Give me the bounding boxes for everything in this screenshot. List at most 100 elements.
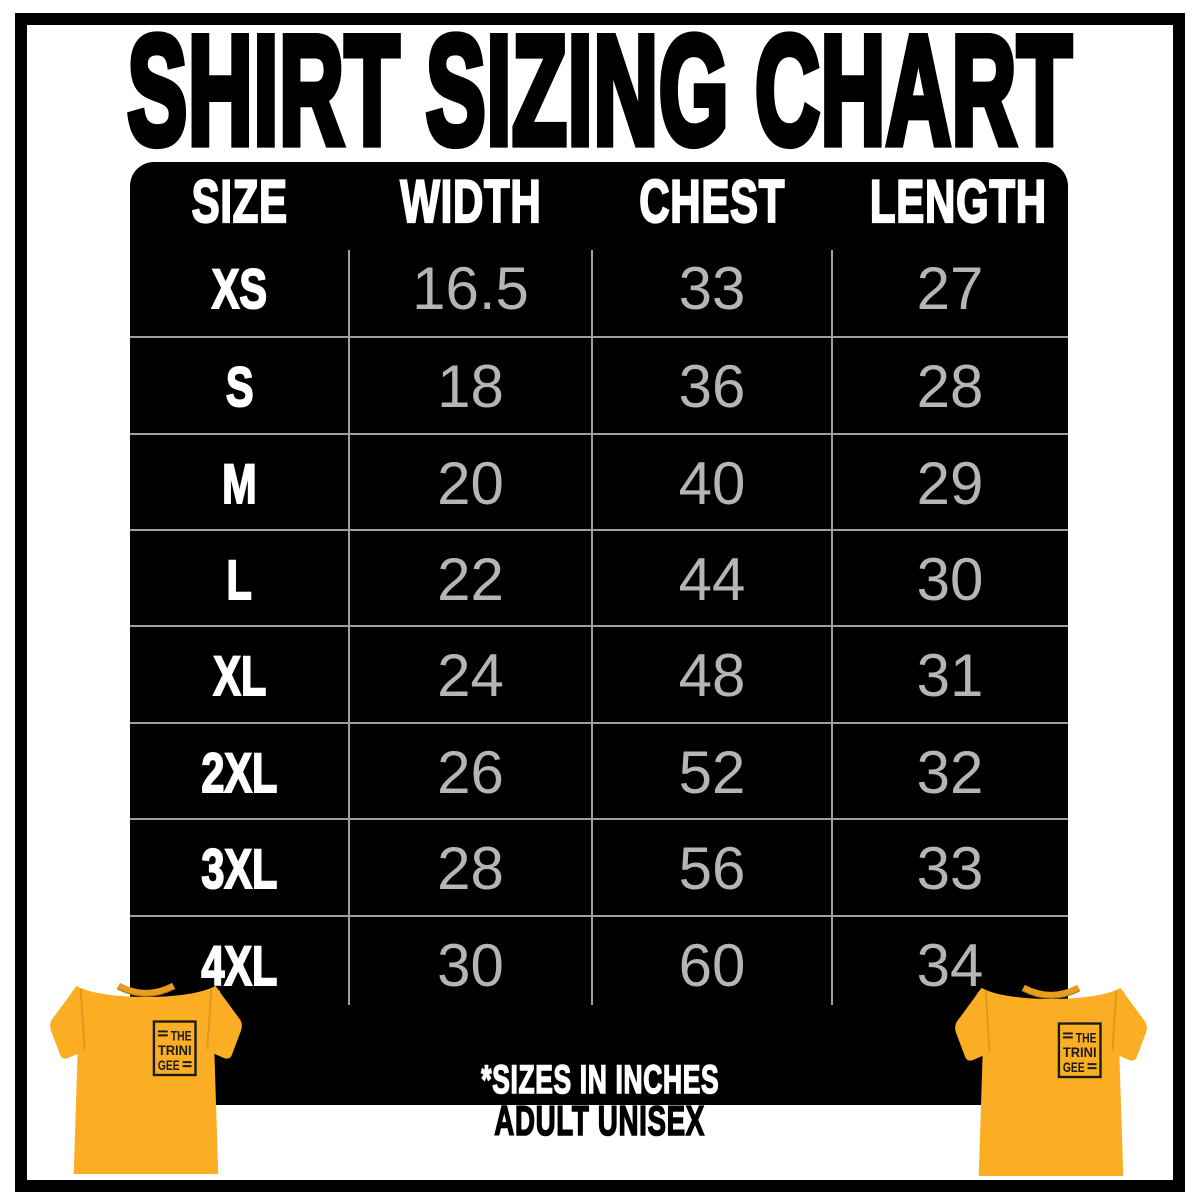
cell-width: 16.5: [349, 254, 592, 323]
width-value: 22: [437, 545, 504, 613]
logo-box: [1057, 1022, 1102, 1079]
width-value: 30: [437, 932, 504, 999]
length-value: 27: [916, 254, 984, 322]
page-title: SHIRT SIZING CHART: [125, 0, 1074, 181]
size-label: M: [222, 451, 258, 516]
note-adult-unisex-text: ADULT UNISEX: [494, 1097, 706, 1145]
column-divider-1: [348, 250, 350, 1005]
size-label: 3XL: [201, 836, 278, 901]
cell-length: 33: [832, 834, 1068, 903]
table-row-2xl: 2XL 26 52 32: [130, 722, 1068, 820]
logo-line-2: TRINI: [1063, 1044, 1097, 1060]
header-cell-chest: CHEST: [592, 166, 832, 235]
size-label: XL: [212, 643, 266, 708]
cell-length: 31: [832, 641, 1068, 710]
cell-chest: 33: [592, 254, 832, 323]
tshirt-chest-logo: THE TRINI GEE: [1057, 1022, 1102, 1079]
tshirt-collar: [116, 982, 176, 997]
cell-chest: 44: [592, 545, 832, 614]
width-value: 28: [437, 835, 504, 902]
table-row-xs: XS 16.5 33 27: [130, 240, 1068, 336]
cell-width: 28: [349, 834, 592, 903]
cell-width: 24: [349, 641, 592, 710]
tshirt-body: [71, 985, 221, 1174]
note-sizes-in-inches-text: *SIZES IN INCHES: [480, 1057, 719, 1103]
tshirt-right-image: THE TRINI GEE: [955, 984, 1147, 1176]
width-value: 18: [437, 353, 504, 420]
chest-value: 33: [678, 254, 746, 322]
header-label-width: WIDTH: [399, 166, 542, 235]
logo-stripes-top: [157, 1030, 168, 1037]
cell-size: 2XL: [130, 740, 349, 805]
chest-value: 40: [678, 449, 746, 517]
logo-line-2: TRINI: [158, 1042, 192, 1058]
header-cell-size: SIZE: [130, 166, 349, 235]
logo-line-1: THE: [1076, 1029, 1097, 1045]
header-label-size: SIZE: [191, 166, 288, 235]
tshirt-chest-logo: THE TRINI GEE: [152, 1020, 197, 1077]
size-label: S: [225, 354, 254, 419]
tshirt-collar-shadow: [116, 988, 176, 998]
length-value: 29: [916, 449, 984, 517]
size-label: L: [226, 547, 253, 612]
cell-chest: 60: [592, 931, 832, 1000]
cell-size: M: [130, 451, 349, 516]
cell-length: 28: [832, 352, 1068, 421]
cell-size: L: [130, 547, 349, 612]
chest-value: 52: [678, 738, 746, 806]
header-cell-width: WIDTH: [349, 166, 592, 235]
cell-width: 22: [349, 545, 592, 614]
logo-line-3: GEE: [1063, 1059, 1085, 1075]
cell-chest: 36: [592, 352, 832, 421]
column-divider-3: [831, 250, 833, 1005]
column-divider-2: [591, 250, 593, 1005]
header-cell-length: LENGTH: [832, 166, 1068, 235]
note-adult-unisex: ADULT UNISEX: [0, 1097, 1200, 1145]
table-row-xl: XL 24 48 31: [130, 625, 1068, 724]
tshirt-collar-shadow: [1021, 990, 1081, 1000]
header-label-length: LENGTH: [869, 166, 1047, 235]
logo-stripes-bottom: [182, 1061, 192, 1068]
cell-chest: 48: [592, 641, 832, 710]
tshirt-body: [976, 987, 1126, 1176]
width-value: 20: [437, 449, 504, 517]
cell-size: XS: [130, 256, 349, 321]
size-label: 2XL: [201, 740, 278, 805]
chest-value: 44: [678, 545, 746, 613]
chest-value: 36: [678, 353, 746, 420]
cell-length: 34: [832, 931, 1068, 1000]
tshirt-collar: [1021, 984, 1081, 999]
tshirt-left-seam: [984, 990, 991, 1052]
header-label-chest: CHEST: [638, 166, 785, 235]
width-value: 16.5: [412, 254, 529, 322]
chest-value: 60: [678, 932, 746, 999]
chest-value: 48: [678, 642, 746, 709]
length-value: 28: [916, 353, 984, 420]
logo-box: [152, 1020, 197, 1077]
cell-length: 29: [832, 449, 1068, 518]
logo-stripes-top: [1062, 1032, 1073, 1039]
cell-chest: 52: [592, 738, 832, 807]
cell-width: 20: [349, 449, 592, 518]
cell-size: 3XL: [130, 836, 349, 901]
cell-length: 27: [832, 254, 1068, 323]
length-value: 34: [916, 932, 984, 999]
cell-chest: 40: [592, 449, 832, 518]
logo-stripes-bottom: [1087, 1063, 1097, 1070]
cell-chest: 56: [592, 834, 832, 903]
length-value: 31: [916, 642, 984, 709]
table-header-row: SIZE WIDTH CHEST LENGTH: [130, 162, 1068, 240]
cell-width: 18: [349, 352, 592, 421]
cell-width: 30: [349, 931, 592, 1000]
cell-length: 30: [832, 545, 1068, 614]
table-row-s: S 18 36 28: [130, 336, 1068, 435]
tshirt-right-seam: [1111, 990, 1118, 1052]
note-sizes-in-inches: *SIZES IN INCHES: [0, 1057, 1200, 1103]
table-row-3xl: 3XL 28 56 33: [130, 818, 1068, 917]
length-value: 30: [916, 545, 984, 613]
width-value: 26: [437, 738, 504, 806]
chest-value: 56: [678, 835, 746, 902]
size-label: XS: [211, 256, 268, 321]
length-value: 33: [916, 835, 984, 902]
table-row-l: L 22 44 30: [130, 529, 1068, 627]
